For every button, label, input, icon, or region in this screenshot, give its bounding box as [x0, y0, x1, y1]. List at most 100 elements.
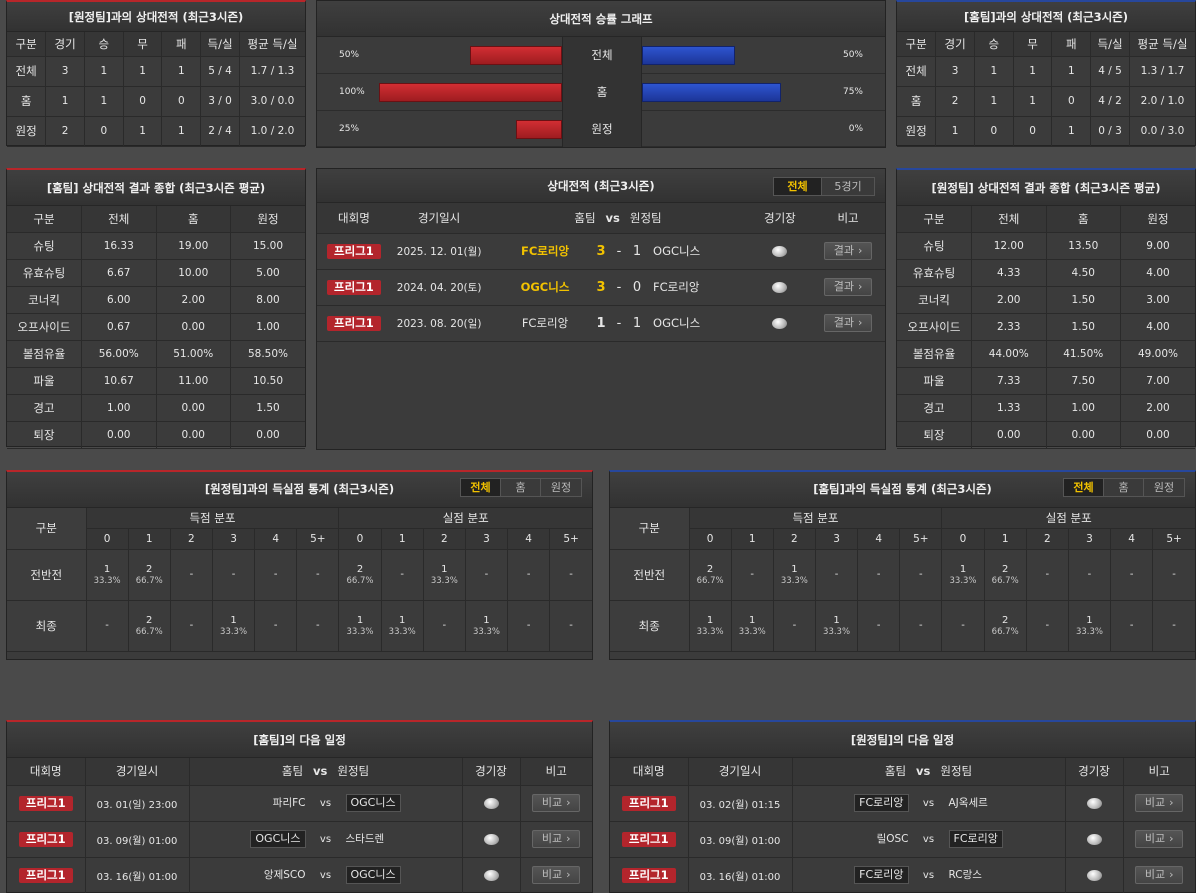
score-dash: - — [616, 316, 622, 331]
stadium-cell — [462, 785, 521, 822]
league-cell: 프리그1 — [610, 857, 689, 893]
score-cell: FC로리앙 1-1 OGC니스 — [487, 305, 749, 342]
count: - — [1045, 619, 1050, 631]
count: 2 — [706, 563, 714, 575]
left-rate-bar — [379, 83, 562, 102]
cell: 1 — [123, 116, 163, 147]
table-row: 슈팅 16.33 19.00 15.00 — [7, 232, 305, 260]
percent: 33.3% — [388, 626, 416, 637]
cell: 44.00% — [971, 340, 1047, 368]
count: - — [1172, 619, 1176, 631]
left-rate: 25% — [339, 124, 360, 134]
compare-button[interactable]: 비교 › — [532, 794, 581, 812]
vs-label: vs — [319, 834, 332, 845]
compare-button[interactable]: 비교 › — [1135, 866, 1184, 884]
row-label: 최종 — [610, 600, 690, 652]
percent: 66.7% — [346, 575, 374, 586]
bucket-header: 0 — [86, 528, 129, 550]
stadium-icon[interactable] — [772, 317, 788, 329]
tab-home[interactable]: 홈 — [1104, 479, 1144, 496]
tab-away[interactable]: 원정 — [1153, 481, 1175, 494]
tab-last5[interactable]: 5경기 — [834, 180, 862, 193]
row-label: 유효슈팅 — [897, 259, 972, 287]
result-button[interactable]: 결과 › — [824, 242, 873, 260]
count: - — [1172, 568, 1176, 580]
left-rate: 100% — [339, 87, 365, 97]
stadium-icon[interactable] — [772, 281, 788, 293]
left-rate-bar — [516, 119, 562, 139]
distribution-cell: 1 33.3% — [941, 549, 985, 601]
compare-button[interactable]: 비교 › — [1135, 830, 1184, 848]
cell: 10.00 — [156, 259, 231, 287]
count: - — [231, 568, 236, 580]
stadium-icon[interactable] — [483, 833, 499, 845]
schedule-table: 대회명 경기일시 홈팀 vs 원정팀 경기장 비고 프리그1 03. 01(일) 23:00 파리… — [7, 758, 592, 893]
row-label: 파울 — [7, 367, 82, 395]
winrate-graph-panel: 상대전적 승률 그래프 50% 50% 전체 100% 75% 홈 25% 0% 원정 — [316, 0, 886, 148]
result-button[interactable]: 결과 › — [824, 314, 873, 332]
schedule-row[interactable]: 프리그1 03. 09(월) 01:00 OGC니스 vs 스타드렌 비교 › — [7, 821, 592, 858]
match-date: 2025. 12. 01(월) — [390, 233, 488, 270]
percent: 33.3% — [738, 626, 766, 637]
teams-cell: 릴OSC vs FC로리앙 — [792, 821, 1066, 858]
match-row[interactable]: 프리그1 2025. 12. 01(월) FC로리앙 3-1 OGC니스 결과 › — [317, 233, 885, 270]
cell: 0 — [123, 86, 163, 117]
cell: 3 — [45, 56, 85, 87]
bucket-header: 2 — [170, 528, 213, 550]
row-label: 퇴장 — [897, 421, 972, 449]
col-label: 구분 — [7, 508, 87, 550]
vs-label: vs — [922, 870, 935, 881]
distribution-cell: - — [1152, 549, 1195, 601]
result-label: 결과 — [833, 280, 854, 293]
table-row: 파울 7.33 7.50 7.00 — [897, 367, 1195, 395]
panel-title: 상대전적 (최근3시즌) 전체 5경기 — [317, 169, 885, 203]
compare-label: 비교 — [541, 796, 563, 809]
left-rate: 50% — [339, 50, 360, 60]
count: 1 — [230, 614, 237, 626]
schedule-row[interactable]: 프리그1 03. 01(일) 23:00 파리FC vs OGC니스 비교 › — [7, 785, 592, 822]
distribution-cell: - — [1110, 600, 1154, 652]
match-row[interactable]: 프리그1 2024. 04. 20(토) OGC니스 3-0 FC로리앙 결과 › — [317, 269, 885, 306]
schedule-row[interactable]: 프리그1 03. 09(월) 01:00 릴OSC vs FC로리앙 비교 › — [610, 821, 1195, 858]
away-team: AJ옥세르 — [948, 797, 988, 809]
cell: 8.00 — [230, 286, 305, 314]
stadium-icon[interactable] — [1086, 833, 1102, 845]
count: - — [484, 568, 489, 580]
compare-button[interactable]: 비교 › — [532, 866, 581, 884]
result-button[interactable]: 결과 › — [824, 278, 873, 296]
tab-home[interactable]: 홈 — [501, 479, 541, 496]
conceded-header: 실점 분포 — [941, 508, 1195, 529]
schedule-row[interactable]: 프리그1 03. 02(월) 01:15 FC로리앙 vs AJ옥세르 비교 › — [610, 785, 1195, 822]
match-row[interactable]: 프리그1 2023. 08. 20(일) FC로리앙 1-1 OGC니스 결과 › — [317, 305, 885, 342]
note-cell: 결과 › — [811, 305, 885, 342]
row-label: 파울 — [897, 367, 972, 395]
chevron-right-icon: › — [857, 280, 863, 293]
tab-away[interactable]: 원정 — [550, 481, 572, 494]
stadium-icon[interactable] — [772, 245, 788, 257]
tab-all[interactable]: 전체 — [774, 178, 822, 195]
cell: 0 / 3 — [1090, 116, 1130, 147]
vs-header: vs — [605, 210, 620, 225]
cell: 3 — [935, 56, 975, 87]
compare-button[interactable]: 비교 › — [532, 830, 581, 848]
percent: 66.7% — [991, 575, 1019, 586]
away-score: 0 — [632, 280, 642, 295]
stadium-icon[interactable] — [483, 797, 499, 809]
stadium-icon[interactable] — [1086, 869, 1102, 881]
tab-all[interactable]: 전체 — [1064, 479, 1104, 496]
schedule-row[interactable]: 프리그1 03. 16(월) 01:00 FC로리앙 vs RC랑스 비교 › — [610, 857, 1195, 893]
table-row: 전반전 1 33.3% 2 66.7% - - - -2 66.7% -1 33.3% - - - — [7, 549, 592, 601]
stadium-icon[interactable] — [483, 869, 499, 881]
table-row: 퇴장 0.00 0.00 0.00 — [7, 421, 305, 449]
count: 1 — [833, 614, 840, 626]
table-row: 최종 -2 66.7% -1 33.3% - -1 33.3% 1 33.3% -1 33.3% - - — [7, 600, 592, 652]
count: 1 — [483, 614, 490, 626]
schedule-row[interactable]: 프리그1 03. 16(월) 01:00 앙제SCO vs OGC니스 비교 › — [7, 857, 592, 893]
cell: 0.00 — [81, 421, 157, 449]
distribution-cell: - — [170, 549, 213, 601]
tab-all[interactable]: 전체 — [461, 479, 501, 496]
compare-button[interactable]: 비교 › — [1135, 794, 1184, 812]
count: - — [316, 568, 320, 580]
col-header: 경기일시 — [390, 203, 488, 234]
stadium-icon[interactable] — [1086, 797, 1102, 809]
